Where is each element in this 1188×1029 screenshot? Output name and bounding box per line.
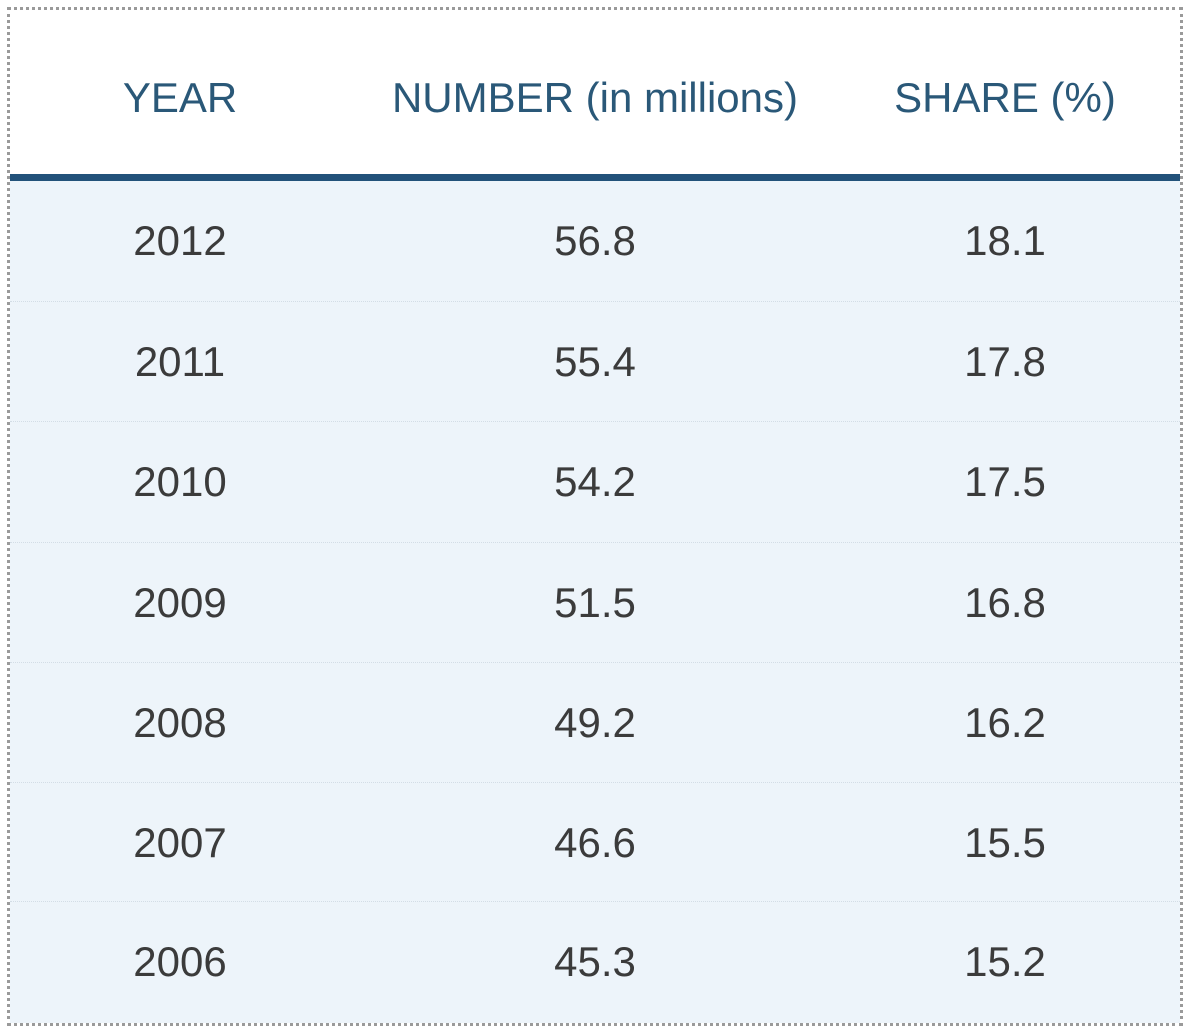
table-header: YEAR NUMBER (in millions) SHARE (%) [10, 10, 1180, 174]
cell-year: 2009 [133, 579, 227, 626]
cell-number: 55.4 [554, 338, 636, 385]
cell-number: 46.6 [554, 819, 636, 866]
cell-number: 56.8 [554, 217, 636, 264]
cell-number: 51.5 [554, 579, 636, 626]
cell-year: 2008 [133, 699, 227, 746]
cell-share: 16.8 [964, 579, 1046, 626]
cell-year: 2007 [133, 819, 227, 866]
header-year: YEAR [122, 74, 238, 121]
cell-number: 49.2 [554, 699, 636, 746]
cell-share: 18.1 [964, 217, 1046, 264]
cell-share: 16.2 [964, 699, 1046, 746]
cell-share: 17.5 [964, 458, 1046, 505]
cell-year: 2011 [134, 338, 226, 385]
header-number: NUMBER (in millions) [391, 74, 799, 121]
table-row: 2011 55.4 17.8 [10, 301, 1180, 422]
table-row: 2006 45.3 15.2 [10, 901, 1180, 1022]
table-row: 2007 46.6 15.5 [10, 782, 1180, 903]
table-body: 2012 56.8 18.1 2011 55.4 17.8 2010 54.2 … [10, 181, 1180, 1023]
cell-share: 15.5 [964, 819, 1046, 866]
cell-year: 2010 [133, 458, 227, 505]
cell-number: 45.3 [554, 938, 636, 985]
cell-year: 2006 [133, 938, 227, 985]
cell-share: 15.2 [964, 938, 1046, 985]
data-table: YEAR NUMBER (in millions) SHARE (%) 2012… [7, 7, 1183, 1026]
cell-year: 2012 [133, 217, 227, 264]
cell-number: 54.2 [554, 458, 636, 505]
header-share: SHARE (%) [894, 74, 1116, 121]
table-row: 2010 54.2 17.5 [10, 421, 1180, 542]
cell-share: 17.8 [964, 338, 1046, 385]
table-row: 2009 51.5 16.8 [10, 542, 1180, 663]
header-divider [10, 174, 1180, 181]
table-row: 2012 56.8 18.1 [10, 181, 1180, 301]
table-row: 2008 49.2 16.2 [10, 662, 1180, 783]
